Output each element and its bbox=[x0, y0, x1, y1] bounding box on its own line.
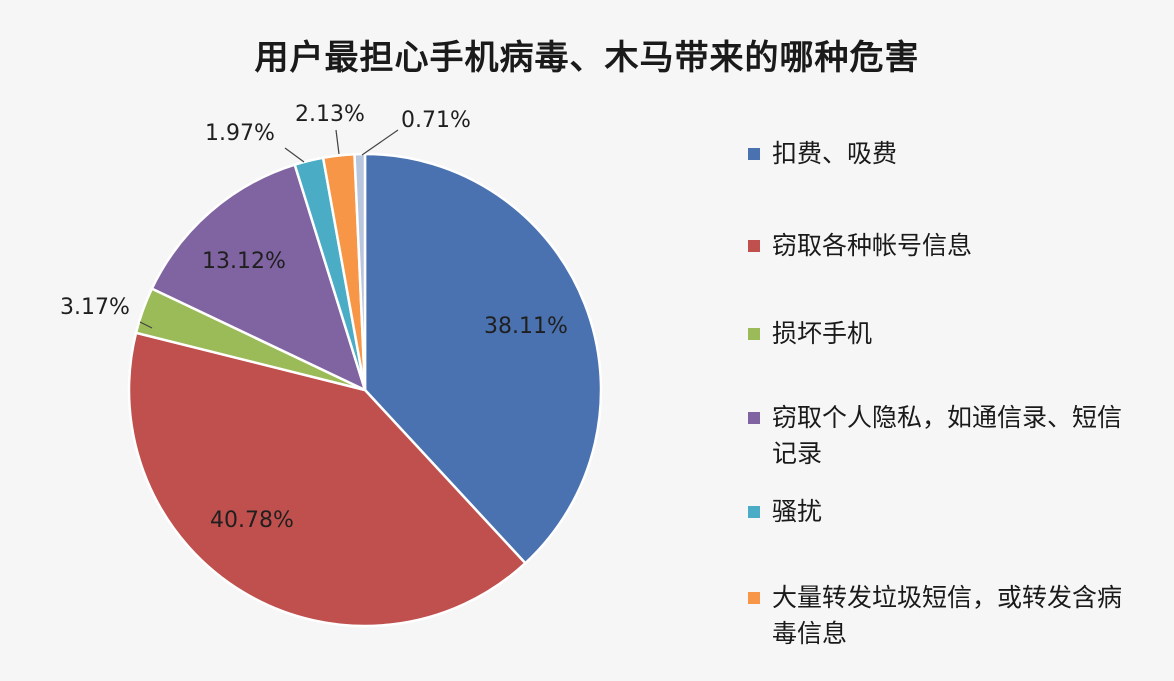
chart-title: 用户最担心手机病毒、木马带来的哪种危害 bbox=[254, 38, 920, 78]
legend-swatch-2 bbox=[748, 328, 760, 340]
legend-swatch-1 bbox=[748, 240, 760, 252]
legend-swatch-4 bbox=[748, 506, 760, 518]
leader-line-5 bbox=[335, 129, 340, 155]
legend-label-4: 骚扰 bbox=[772, 497, 823, 526]
slice-label-4: 1.97% bbox=[205, 121, 275, 146]
leader-line-2 bbox=[139, 321, 153, 329]
pie-slice-0 bbox=[363, 152, 603, 565]
legend-item-2: 损坏手机 bbox=[748, 316, 1142, 352]
legend-label-3: 窃取个人隐私，如通信录、短信记录 bbox=[772, 403, 1123, 468]
slice-label-3: 13.12% bbox=[202, 249, 286, 274]
pie-slice-1 bbox=[127, 331, 528, 628]
legend-label-5: 大量转发垃圾短信，或转发含病毒信息 bbox=[772, 583, 1123, 648]
leader-line-6 bbox=[361, 129, 399, 156]
legend-item-5: 大量转发垃圾短信，或转发含病毒信息 bbox=[748, 580, 1142, 652]
legend-item-0: 扣费、吸费 bbox=[748, 136, 1142, 172]
slice-label-0: 38.11% bbox=[484, 314, 568, 339]
slice-label-6: 0.71% bbox=[401, 108, 471, 133]
slice-label-2: 3.17% bbox=[60, 295, 130, 320]
legend-swatch-3 bbox=[748, 412, 760, 424]
legend-item-3: 窃取个人隐私，如通信录、短信记录 bbox=[748, 400, 1142, 472]
legend-label-2: 损坏手机 bbox=[772, 319, 873, 348]
pie-slice-6 bbox=[353, 152, 367, 391]
legend-item-4: 骚扰 bbox=[748, 494, 1142, 530]
legend-item-1: 窃取各种帐号信息 bbox=[748, 228, 1142, 264]
legend-label-1: 窃取各种帐号信息 bbox=[772, 231, 973, 260]
legend-swatch-5 bbox=[748, 592, 760, 604]
slice-label-5: 2.13% bbox=[295, 102, 365, 127]
slice-label-1: 40.78% bbox=[210, 508, 294, 533]
leader-line-4 bbox=[284, 147, 305, 163]
legend-label-0: 扣费、吸费 bbox=[772, 139, 898, 168]
legend-swatch-0 bbox=[748, 148, 760, 160]
